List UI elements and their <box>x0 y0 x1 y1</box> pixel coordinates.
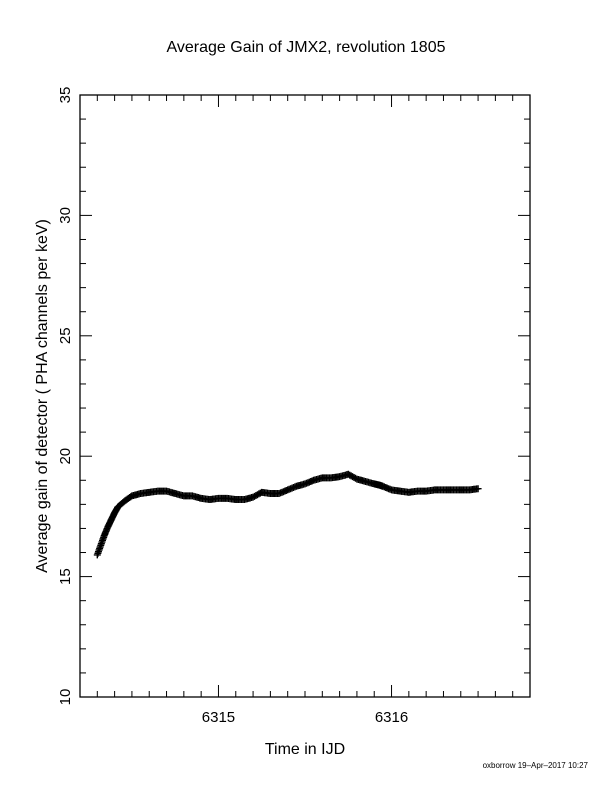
y-axis-label: Average gain of detector ( PHA channels … <box>34 219 51 573</box>
y-tick-label: 30 <box>57 207 74 224</box>
y-tick-label: 15 <box>57 568 74 585</box>
chart-title: Average Gain of JMX2, revolution 1805 <box>167 39 446 56</box>
data-point <box>474 485 482 493</box>
y-tick-label: 20 <box>57 448 74 465</box>
footer-stamp: oxborrow 19–Apr–2017 10:27 <box>483 761 589 770</box>
y-tick-label: 35 <box>57 87 74 104</box>
x-tick-label: 6316 <box>375 709 408 726</box>
plot-frame <box>79 94 531 698</box>
axis-ticks <box>79 94 531 698</box>
tick-labels: 10 15 20 25 30 35 6315 6316 <box>57 87 408 726</box>
y-tick-label: 10 <box>57 689 74 706</box>
x-axis-label: Time in IJD <box>265 741 345 758</box>
y-tick-label: 25 <box>57 327 74 344</box>
data-series <box>93 470 482 559</box>
x-tick-label: 6315 <box>202 709 235 726</box>
